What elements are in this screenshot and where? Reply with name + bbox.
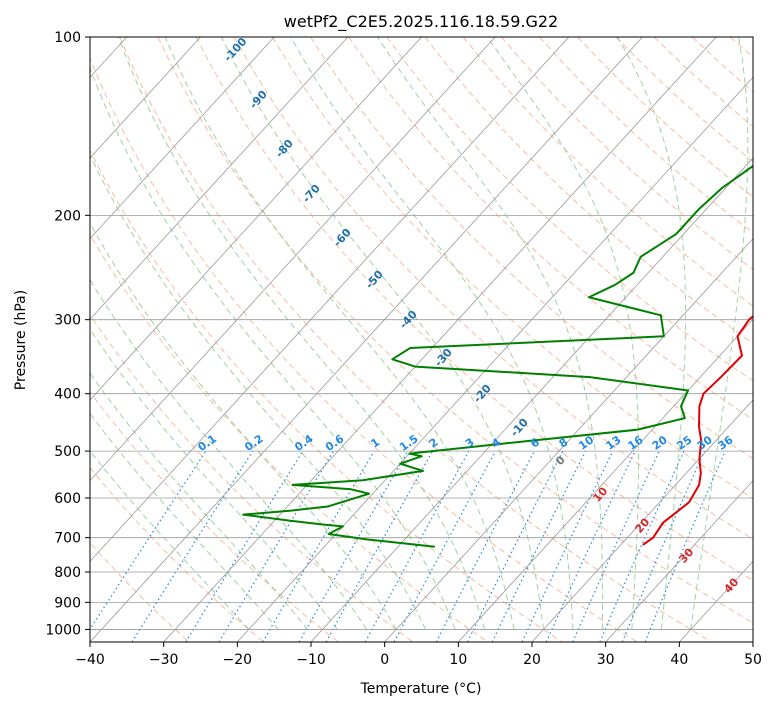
- y-axis-ticks: 100 200 300 400 500 600 700 800 900 1000: [45, 30, 90, 638]
- y-tick-label: 200: [54, 208, 81, 224]
- isotherm-line: [163, 37, 717, 642]
- dry-adiabat-line: [233, 37, 753, 540]
- moist-adiabat-line: [617, 37, 687, 630]
- dry-adiabat-line: [272, 37, 753, 500]
- dry-adiabat-line: [90, 149, 563, 642]
- mixing-ratio-line: [218, 450, 335, 642]
- x-tick-label: 20: [523, 652, 541, 668]
- dry-adiabat-line: [90, 466, 264, 642]
- mixing-ratio-line: [185, 450, 304, 642]
- dry-adiabat-line: [90, 233, 488, 642]
- background-lines: [90, 37, 753, 642]
- isotherm-line: [90, 37, 275, 240]
- isotherm-line: [90, 37, 201, 159]
- x-tick-label: −10: [296, 652, 326, 668]
- mixing-ratio-line: [393, 450, 497, 642]
- dewpoint-profile-line: [242, 164, 753, 548]
- chart-title: wetPf2_C2E5.2025.116.18.59.G22: [284, 12, 558, 32]
- x-tick-label: 0: [380, 652, 389, 668]
- moist-adiabat-line: [90, 372, 309, 630]
- y-tick-label: 400: [54, 387, 81, 403]
- x-tick-label: 50: [744, 652, 762, 668]
- dry-adiabat-line: [119, 37, 712, 642]
- mixing-ratio-line: [545, 450, 636, 642]
- mixing-ratio-line: [466, 450, 564, 642]
- gridlines: [90, 37, 753, 642]
- moist-adiabat-line: [164, 37, 515, 630]
- isotherm-line: [90, 37, 496, 482]
- x-tick-label: 40: [670, 652, 688, 668]
- moist-adiabat-line: [90, 221, 397, 630]
- moist-adiabat-line: [221, 37, 544, 630]
- x-tick-label: 10: [449, 652, 467, 668]
- mixing-ratio-line: [364, 450, 470, 642]
- temperature-profile-line: [642, 315, 753, 546]
- x-tick-label: −30: [149, 652, 179, 668]
- isotherm-line: [90, 37, 570, 562]
- x-axis-ticks: −40 −30 −20 −10 0 10 20 30 40 50: [75, 642, 762, 668]
- isotherm-line: [605, 480, 753, 642]
- isotherm-line: [458, 318, 753, 642]
- y-tick-label: 500: [54, 444, 81, 460]
- dry-adiabat-line: [462, 37, 753, 307]
- y-tick-label: 700: [54, 531, 81, 547]
- moist-adiabat-line: [486, 37, 639, 630]
- x-tick-label: −20: [223, 652, 253, 668]
- moist-adiabat-line: [90, 328, 338, 630]
- isotherm-line: [90, 37, 422, 401]
- y-tick-label: 100: [54, 30, 81, 46]
- isotherm-line: [237, 76, 753, 642]
- x-tick-label: 30: [597, 652, 615, 668]
- y-tick-label: 600: [54, 491, 81, 507]
- dry-adiabat-line: [90, 57, 638, 642]
- y-tick-label: 300: [54, 313, 81, 329]
- mixing-ratio-line: [131, 450, 254, 642]
- dry-adiabat-line: [157, 37, 753, 624]
- profile-lines: [242, 164, 753, 548]
- isotherm-line: [531, 399, 753, 642]
- x-axis-label: Temperature (°C): [360, 681, 482, 697]
- isotherm-line: [384, 238, 753, 642]
- y-tick-label: 800: [54, 565, 81, 581]
- dry-adiabat-line: [195, 37, 753, 582]
- y-tick-label: 1000: [45, 622, 81, 638]
- y-axis-label: Pressure (hPa): [13, 290, 29, 390]
- mixing-ratio-line: [262, 450, 375, 642]
- x-tick-label: −40: [75, 652, 105, 668]
- moist-adiabat-line: [377, 37, 604, 630]
- mixing-ratio-line: [521, 450, 614, 642]
- isotherm-line: [90, 37, 643, 642]
- moist-adiabat-line: [90, 66, 456, 630]
- plot-frame: [89, 36, 754, 643]
- dry-adiabat-line: [310, 37, 753, 460]
- y-tick-label: 900: [54, 595, 81, 611]
- moist-adiabat-line: [90, 278, 368, 630]
- isotherm-line: [90, 37, 349, 320]
- moist-adiabat-line: [690, 37, 749, 630]
- moist-adiabat-line: [117, 37, 486, 630]
- mixing-ratio-line: [90, 450, 207, 631]
